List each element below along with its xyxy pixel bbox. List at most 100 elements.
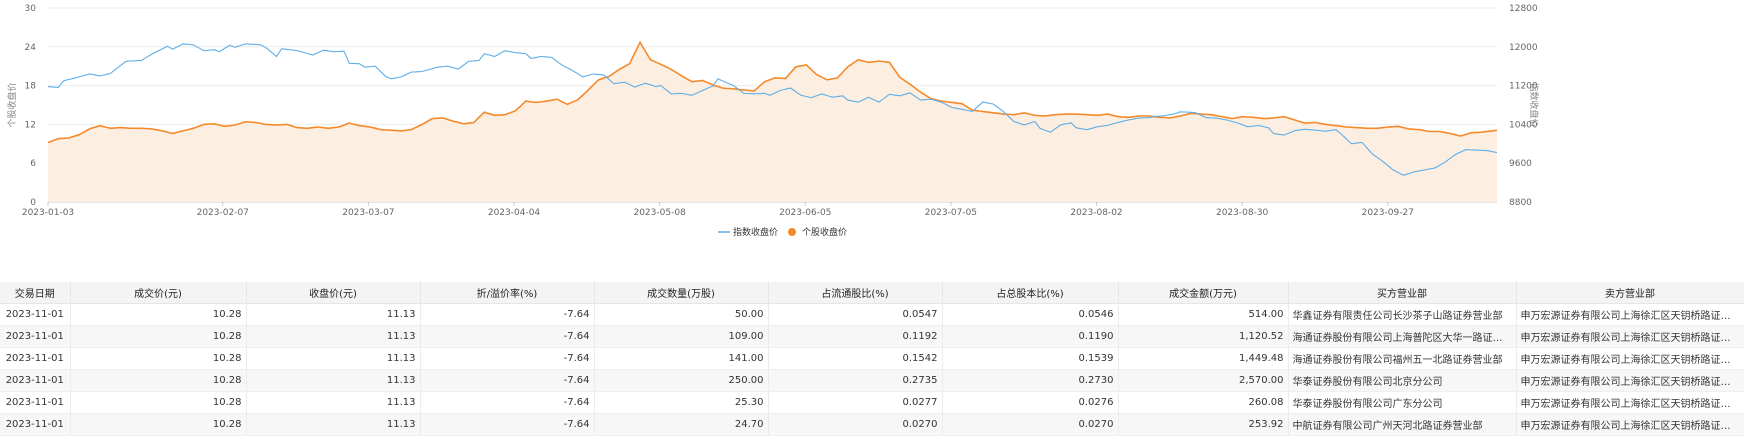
table-cell: 253.92 <box>1118 413 1289 436</box>
series-line-right <box>47 43 1498 176</box>
column-header: 交易日期 <box>0 282 71 304</box>
table-cell: 2023-11-01 <box>0 325 71 348</box>
column-header: 成交金额(万元) <box>1118 282 1289 304</box>
y-left-tick-label: 12 <box>25 120 36 130</box>
table-cell: 10.28 <box>70 413 247 436</box>
table-cell: 25.30 <box>594 391 769 414</box>
table-cell: 2023-11-01 <box>0 413 71 436</box>
table-row: 2023-11-01 10.28 11.13 -7.64 50.00 0.0547 0.05… <box>0 303 1744 326</box>
y-right-tick-label: 11200 <box>1509 82 1538 92</box>
table-row: 2023-11-01 10.28 11.13 -7.64 24.70 0.0270 0.02… <box>0 413 1744 436</box>
table-cell: 申万宏源证券有限公司上海徐汇区天钥桥路证券营业部 <box>1516 347 1744 370</box>
legend-marker <box>788 228 796 236</box>
table-cell: -7.64 <box>420 369 595 392</box>
table-cell: 中航证券有限公司广州天河北路证券营业部 <box>1288 413 1517 436</box>
table-cell: 2023-11-01 <box>0 303 71 326</box>
table-header-row: 交易日期 成交价(元) 收盘价(元) 折/溢价率(%) 成交数量(万股) 占流通股比(%)… <box>0 282 1744 304</box>
table-row: 2023-11-01 10.28 11.13 -7.64 250.00 0.2735 0.2… <box>0 369 1744 392</box>
table-cell: -7.64 <box>420 391 595 414</box>
price-chart: 0 6 12 18 24 30 8800 9600 10400 11200 12000 12800 20… <box>6 4 1540 238</box>
table-cell: 申万宏源证券有限公司上海徐汇区天钥桥路证券营业部 <box>1516 413 1744 436</box>
legend-label: 指数收盘价 <box>733 226 778 238</box>
table-cell: 2023-11-01 <box>0 369 71 392</box>
table-cell: 海通证券股份有限公司福州五一北路证券营业部 <box>1288 347 1517 370</box>
column-header: 成交价(元) <box>70 282 247 304</box>
y-left-axis-label: 个股收盘价 <box>6 82 18 127</box>
table-cell: 0.2730 <box>942 369 1119 392</box>
table-cell: 1,120.52 <box>1118 325 1289 348</box>
column-header: 卖方营业部 <box>1516 282 1744 304</box>
table-cell: 0.0276 <box>942 391 1119 414</box>
table-cell: 10.28 <box>70 325 247 348</box>
table-cell: 109.00 <box>594 325 769 348</box>
column-header: 折/溢价率(%) <box>420 282 595 304</box>
table-cell: 50.00 <box>594 303 769 326</box>
column-header: 占流通股比(%) <box>768 282 943 304</box>
table-cell: 10.28 <box>70 303 247 326</box>
table-cell: 0.1542 <box>768 347 943 370</box>
x-tick-label: 2023-07-05 <box>925 208 977 218</box>
y-right-tick-label: 9600 <box>1509 159 1532 169</box>
table-cell: 海通证券股份有限公司上海普陀区大华一路证券营业部 <box>1288 325 1517 348</box>
table-cell: 0.2735 <box>768 369 943 392</box>
table-body: 2023-11-01 10.28 11.13 -7.64 50.00 0.0547 0.05… <box>0 303 1744 436</box>
x-tick-label: 2023-05-08 <box>633 208 686 218</box>
table-cell: 11.13 <box>246 303 421 326</box>
table-cell: -7.64 <box>420 303 595 326</box>
y-right-tick-label: 8800 <box>1509 198 1532 208</box>
y-left-tick-label: 18 <box>25 82 37 92</box>
y-right-tick-label: 10400 <box>1509 120 1538 130</box>
table-cell: 24.70 <box>594 413 769 436</box>
table-cell: 2,570.00 <box>1118 369 1289 392</box>
column-header: 收盘价(元) <box>246 282 421 304</box>
table-cell: 0.1190 <box>942 325 1119 348</box>
table-cell: 11.13 <box>246 325 421 348</box>
x-tick-label: 2023-08-30 <box>1216 208 1269 218</box>
series-line-left <box>47 40 1498 144</box>
chart-svg: 0 6 12 18 24 30 8800 9600 10400 11200 12000 12800 20… <box>6 4 1540 238</box>
table-cell: 华泰证券股份有限公司广东分公司 <box>1288 391 1517 414</box>
table-cell: 申万宏源证券有限公司上海徐汇区天钥桥路证券营业部 <box>1516 391 1744 414</box>
x-tick-label: 2023-01-03 <box>22 208 74 218</box>
y-right-tick-label: 12800 <box>1509 4 1538 14</box>
table-cell: 华泰证券股份有限公司北京分公司 <box>1288 369 1517 392</box>
table-cell: 0.1192 <box>768 325 943 348</box>
table-cell: -7.64 <box>420 413 595 436</box>
y-left-tick-label: 24 <box>25 43 37 53</box>
table-cell: 0.0277 <box>768 391 943 414</box>
column-header: 成交数量(万股) <box>594 282 769 304</box>
table-cell: 2023-11-01 <box>0 391 71 414</box>
table-cell: 申万宏源证券有限公司上海徐汇区天钥桥路证券营业部 <box>1516 325 1744 348</box>
x-tick-label: 2023-06-05 <box>779 208 831 218</box>
table-cell: 0.1539 <box>942 347 1119 370</box>
table-cell: 10.28 <box>70 391 247 414</box>
y-right-tick-label: 12000 <box>1509 43 1538 53</box>
table-cell: 260.08 <box>1118 391 1289 414</box>
x-tick-label: 2023-09-27 <box>1362 208 1414 218</box>
table-cell: -7.64 <box>420 325 595 348</box>
y-left-tick-label: 30 <box>25 4 37 14</box>
table-cell: 2023-11-01 <box>0 347 71 370</box>
x-tick-label: 2023-03-07 <box>342 208 394 218</box>
x-tick-label: 2023-08-02 <box>1070 208 1122 218</box>
table-cell: 11.13 <box>246 413 421 436</box>
table-row: 2023-11-01 10.28 11.13 -7.64 109.00 0.1192 0.1… <box>0 325 1744 348</box>
table-cell: 514.00 <box>1118 303 1289 326</box>
block-trade-table: 交易日期 成交价(元) 收盘价(元) 折/溢价率(%) 成交数量(万股) 占流通股比(%)… <box>0 282 1744 440</box>
table-cell: 申万宏源证券有限公司上海徐汇区天钥桥路证券营业部 <box>1516 303 1744 326</box>
table-cell: 华鑫证券有限责任公司长沙茶子山路证券营业部 <box>1288 303 1517 326</box>
table-cell: 0.0547 <box>768 303 943 326</box>
column-header: 买方营业部 <box>1288 282 1517 304</box>
table-cell: 1,449.48 <box>1118 347 1289 370</box>
table-cell: 11.13 <box>246 369 421 392</box>
x-tick-label: 2023-02-07 <box>197 208 249 218</box>
table-cell: 0.0546 <box>942 303 1119 326</box>
column-header: 占总股本比(%) <box>942 282 1119 304</box>
legend-label: 个股收盘价 <box>802 226 847 238</box>
trade-table: 交易日期 成交价(元) 收盘价(元) 折/溢价率(%) 成交数量(万股) 占流通股比(%)… <box>0 282 1744 436</box>
table-cell: 0.0270 <box>768 413 943 436</box>
table-cell: 申万宏源证券有限公司上海徐汇区天钥桥路证券营业部 <box>1516 369 1744 392</box>
table-cell: 250.00 <box>594 369 769 392</box>
y-left-tick-label: 6 <box>30 159 36 169</box>
x-tick-label: 2023-04-04 <box>488 208 541 218</box>
